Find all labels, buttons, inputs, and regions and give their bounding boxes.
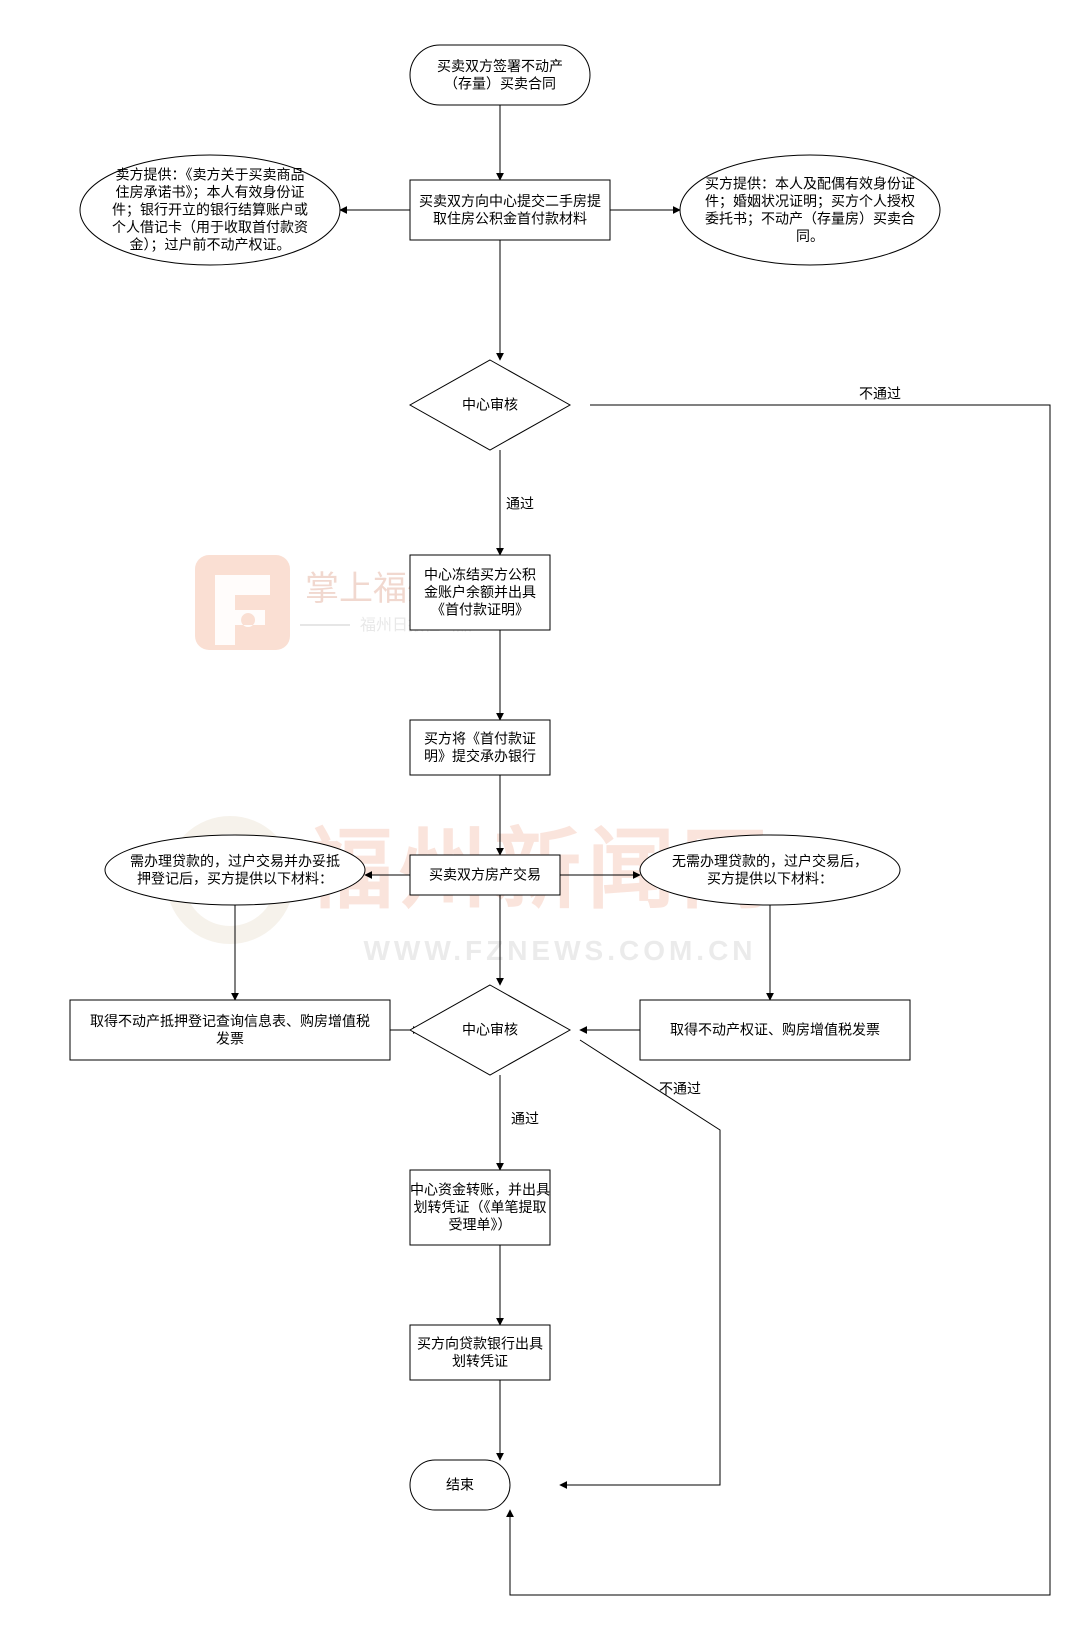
node-n_docR: 取得不动产权证、购房增值税发票	[640, 1000, 910, 1060]
node-n_tobank-line-0: 买方将《首付款证	[424, 730, 536, 746]
node-n_seller-line-2: 件；银行开立的银行结算账户或	[112, 202, 308, 219]
node-n_freeze-line-2: 《首付款证明》	[431, 602, 529, 618]
edge-label-16: 不通过	[659, 1081, 701, 1097]
node-n_buyer-line-2: 委托书；不动产（存量房）买卖合	[705, 210, 915, 227]
node-n_noloan: 无需办理贷款的，过户交易后，买方提供以下材料：	[640, 835, 900, 905]
node-n_end: 结束	[410, 1460, 510, 1510]
node-n_loan: 需办理贷款的，过户交易并办妥抵押登记后，买方提供以下材料：	[105, 835, 365, 905]
node-n_tolender-line-1: 划转凭证	[452, 1353, 508, 1369]
node-n_loan-line-0: 需办理贷款的，过户交易并办妥抵	[130, 853, 340, 869]
node-n_start-line-0: 买卖双方签署不动产	[437, 58, 563, 74]
node-n_transfer-line-2: 受理单》）	[449, 1217, 512, 1233]
node-n_transfer: 中心资金转账，并出具划转凭证（《单笔提取受理单》）	[410, 1170, 550, 1245]
node-n_docL-line-0: 取得不动产抵押登记查询信息表、购房增值税	[90, 1013, 370, 1029]
node-n_freeze: 中心冻结买方公积金账户余额并出具《首付款证明》	[410, 555, 550, 630]
node-n_submit-line-0: 买卖双方向中心提交二手房提	[419, 193, 601, 209]
flowchart-canvas: 掌上福州客户端福州日报社出品福州新闻网WWW.FZNEWS.COM.CN通过不通…	[0, 0, 1080, 1627]
node-n_tobank: 买方将《首付款证明》提交承办银行	[410, 720, 550, 775]
edge-label-5: 不通过	[859, 386, 901, 402]
node-n_noloan-line-1: 买方提供以下材料：	[707, 870, 833, 886]
node-n_seller-line-4: 金）；过户前不动产权证。	[130, 237, 291, 254]
node-n_tobank-line-1: 明》提交承办银行	[424, 748, 536, 764]
node-n_docL: 取得不动产抵押登记查询信息表、购房增值税发票	[70, 1000, 390, 1060]
node-n_start: 买卖双方签署不动产（存量）买卖合同	[410, 45, 590, 105]
node-n_start-line-1: （存量）买卖合同	[444, 75, 556, 91]
node-n_buyer: 买方提供：本人及配偶有效身份证件；婚姻状况证明；买方个人授权委托书；不动产（存量…	[680, 155, 940, 265]
node-n_tolender-line-0: 买方向贷款银行出具	[417, 1335, 543, 1351]
node-n_seller-line-3: 个人借记卡（用于收取首付款资	[112, 219, 308, 235]
node-n_audit1-line-0: 中心审核	[462, 397, 518, 413]
node-n_seller-line-0: 卖方提供：《卖方关于买卖商品	[116, 167, 305, 183]
edge-label-15: 通过	[511, 1111, 539, 1127]
node-n_buyer-line-0: 买方提供：本人及配偶有效身份证	[705, 175, 915, 191]
node-n_seller: 卖方提供：《卖方关于买卖商品住房承诺书》；本人有效身份证件；银行开立的银行结算账…	[80, 155, 340, 265]
node-n_trade: 买卖双方房产交易	[410, 855, 560, 895]
node-n_freeze-line-1: 金账户余额并出具	[424, 584, 536, 600]
node-n_trade-line-0: 买卖双方房产交易	[429, 867, 541, 883]
node-n_freeze-line-0: 中心冻结买方公积	[424, 567, 536, 583]
edge-label-4: 通过	[506, 496, 534, 512]
svg-text:WWW.FZNEWS.COM.CN: WWW.FZNEWS.COM.CN	[363, 935, 756, 966]
node-n_loan-line-1: 押登记后，买方提供以下材料：	[137, 870, 333, 886]
node-n_tolender: 买方向贷款银行出具划转凭证	[410, 1325, 550, 1380]
node-n_end-line-0: 结束	[446, 1477, 474, 1493]
node-n_seller-line-1: 住房承诺书》；本人有效身份证	[116, 184, 305, 201]
node-n_buyer-line-3: 同。	[796, 228, 824, 244]
node-n_docR-line-0: 取得不动产权证、购房增值税发票	[670, 1022, 880, 1038]
node-n_submit-line-1: 取住房公积金首付款材料	[433, 210, 587, 226]
node-n_noloan-line-0: 无需办理贷款的，过户交易后，	[672, 853, 868, 869]
node-n_transfer-line-1: 划转凭证（《单笔提取	[414, 1199, 547, 1215]
node-n_audit2-line-0: 中心审核	[462, 1022, 518, 1038]
node-n_docL-line-1: 发票	[216, 1030, 244, 1046]
node-n_submit: 买卖双方向中心提交二手房提取住房公积金首付款材料	[410, 180, 610, 240]
node-n_buyer-line-1: 件；婚姻状况证明；买方个人授权	[705, 193, 915, 210]
node-n_transfer-line-0: 中心资金转账，并出具	[410, 1182, 550, 1198]
